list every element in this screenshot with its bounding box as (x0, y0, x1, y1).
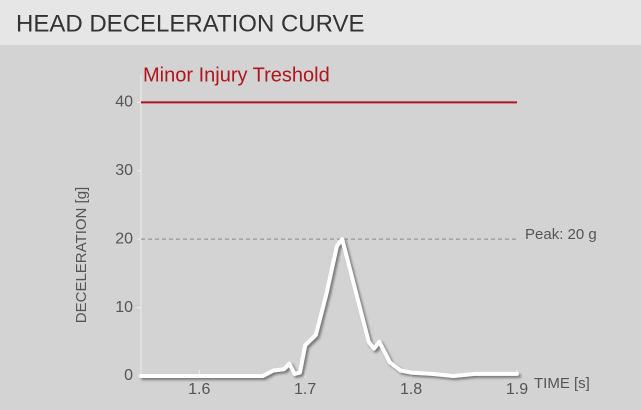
x-tick-label: 1.7 (294, 381, 316, 398)
x-tick-label: 1.9 (506, 381, 528, 398)
y-axis-label: DECELERATION [g] (73, 187, 90, 323)
chart-title: HEAD DECELERATION CURVE (16, 10, 365, 37)
peak-label: Peak: 20 g (525, 226, 597, 243)
data-line (139, 237, 519, 378)
threshold-label: Minor Injury Treshold (143, 65, 330, 87)
y-tick-label: 20 (115, 230, 133, 247)
y-tick-label: 0 (124, 367, 133, 384)
header (0, 0, 641, 45)
y-tick-label: 40 (115, 94, 133, 111)
y-tick-label: 10 (115, 299, 133, 316)
x-tick-label: 1.8 (400, 381, 422, 398)
x-axis-label: TIME [s] (534, 375, 590, 392)
y-tick-label: 30 (115, 162, 133, 179)
x-tick-label: 1.6 (188, 381, 210, 398)
